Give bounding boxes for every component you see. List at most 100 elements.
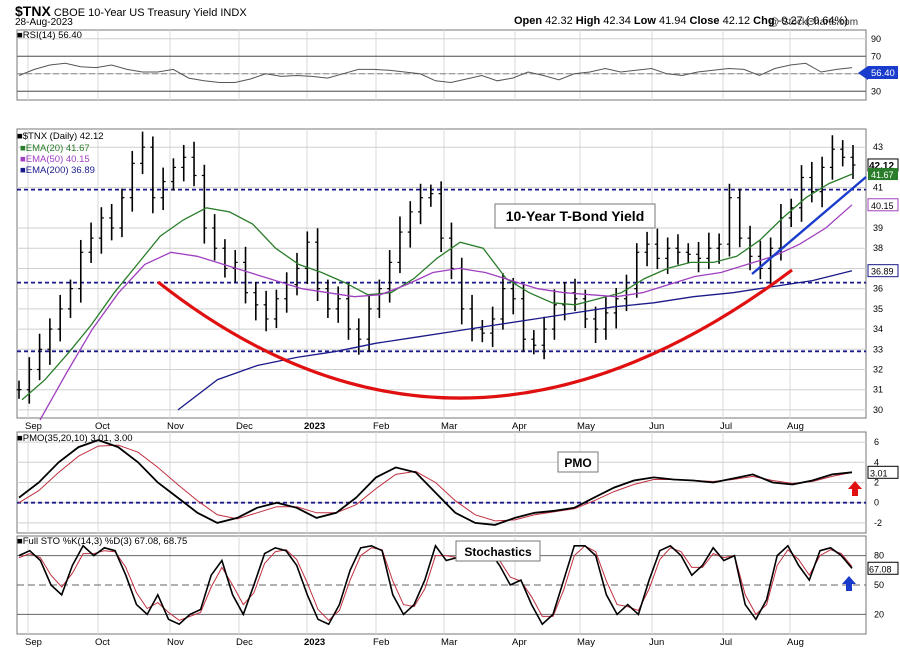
price-legend: ■$TNX (Daily) 42.12: [17, 131, 104, 142]
price-tick-9: 36: [873, 284, 883, 294]
open-value: 42.32: [545, 15, 573, 27]
sto-k-line: [18, 544, 853, 626]
sto-x-tick-5: Feb: [373, 637, 389, 648]
symbol: $TNX: [15, 3, 51, 19]
price-annotation-text: 10-Year T-Bond Yield: [506, 208, 645, 224]
pmo-up-arrow: [848, 481, 862, 496]
price-tick-14: 31: [873, 385, 883, 395]
price-x-tick-5: Feb: [373, 421, 389, 432]
sto-up-arrow: [842, 576, 856, 591]
sto-x-tick-8: May: [577, 637, 595, 648]
sto-d-line: [18, 545, 853, 621]
sto-x-tick-1: Oct: [95, 637, 110, 648]
chart-date: 28-Aug-2023: [15, 17, 73, 28]
pmo-signal-line: [18, 444, 853, 522]
sto-tick-3: 20: [874, 609, 884, 619]
price-tick-13: 32: [873, 364, 883, 374]
price-x-tick-6: Mar: [441, 421, 457, 432]
close-value-label: 42.12: [869, 161, 894, 172]
rising-trend-line: [751, 176, 867, 275]
price-tick-6: 38: [873, 243, 883, 253]
ema20-line: [21, 173, 853, 401]
close-label: Close: [689, 15, 720, 27]
rsi-value-label: 56.40: [871, 68, 895, 79]
rsi-tick-3: 30: [871, 86, 881, 96]
pmo-legend: ■PMO(35,20,10) 3.01, 3.00: [17, 433, 133, 444]
ema200-legend: ■EMA(200) 36.89: [20, 165, 95, 176]
pmo-annotation-text: PMO: [564, 456, 591, 470]
rsi-panel-frame: [16, 29, 867, 101]
price-panel-frame: [16, 128, 867, 419]
sto-tick-0: 80: [874, 551, 884, 561]
price-tick-3: 41: [873, 183, 883, 193]
price-annotation-box: [494, 203, 656, 229]
pmo-value-box: [867, 465, 899, 479]
rsi-value-box: [868, 66, 898, 79]
ema50-legend: ■EMA(50) 40.15: [20, 154, 90, 165]
pmo-tick-0: 6: [874, 437, 879, 447]
sto-tick-2: 50: [874, 580, 884, 590]
high-value: 42.34: [603, 15, 631, 27]
sto-x-tick-11: Aug: [787, 637, 804, 648]
ema200-value-label: 36.89: [871, 267, 894, 277]
price-x-tick-9: Jun: [649, 421, 664, 432]
chart-header-title: $TNX CBOE 10-Year US Treasury Yield INDX: [15, 3, 247, 19]
ema50-value-box: [867, 198, 899, 212]
exchange: INDX: [220, 7, 247, 19]
sto-annotation-text: Stochastics: [464, 545, 532, 559]
ema200-line: [177, 270, 853, 411]
price-x-tick-4: 2023: [304, 421, 325, 432]
ema20-value-label: 41.67: [871, 170, 894, 180]
sto-x-tick-9: Jun: [649, 637, 664, 648]
ema20-value-box: [868, 168, 898, 181]
pmo-tick-1: 4: [874, 457, 879, 467]
pmo-line: [18, 439, 853, 526]
price-x-tick-0: Sep: [25, 421, 42, 432]
ohlc-readout: Open 42.32 High 42.34 Low 41.94 Close 42…: [514, 15, 848, 27]
pmo-tick-4: 0: [874, 498, 879, 508]
price-x-tick-3: Dec: [236, 421, 253, 432]
low-value: 41.94: [658, 15, 687, 27]
sto-x-tick-3: Dec: [236, 637, 253, 648]
open-label: Open: [514, 15, 543, 27]
price-x-tick-1: Oct: [95, 421, 110, 432]
low-label: Low: [633, 15, 656, 27]
price-tick-15: 30: [873, 405, 883, 415]
price-tick-0: 43: [873, 142, 883, 152]
pmo-annotation-box: [557, 451, 599, 473]
price-x-tick-8: May: [577, 421, 595, 432]
watermark: @ StockCharts.com: [769, 17, 859, 28]
pmo-tick-3: 2: [874, 478, 879, 488]
price-x-tick-2: Nov: [167, 421, 184, 432]
sto-x-tick-10: Jul: [720, 637, 732, 648]
rsi-tick-0: 90: [871, 34, 881, 44]
ema50-value-label: 40.15: [871, 201, 894, 211]
sto-x-tick-7: Apr: [512, 637, 527, 648]
ema50-line: [39, 204, 853, 421]
price-x-tick-10: Jul: [720, 421, 732, 432]
rsi-legend: ■RSI(14) 56.40: [17, 30, 82, 41]
ema200-value-box: [867, 264, 899, 278]
price-x-tick-7: Apr: [512, 421, 527, 432]
price-tick-12: 33: [873, 344, 883, 354]
cup-arc: [157, 268, 793, 400]
price-x-tick-11: Aug: [787, 421, 804, 432]
rsi-tick-1: 70: [871, 51, 881, 61]
chg-value: -0.27 (-0.64%): [777, 15, 848, 27]
close-value: 42.12: [722, 15, 751, 27]
pmo-value-label: 3.01: [870, 468, 888, 478]
price-tick-10: 35: [873, 304, 883, 314]
sto-x-tick-0: Sep: [25, 637, 42, 648]
sto-annotation-box: [455, 540, 541, 562]
pmo-tick-5: -2: [874, 518, 882, 528]
sto-legend: ■Full STO %K(14,3) %D(3) 67.08, 68.75: [17, 536, 188, 547]
sto-x-tick-4: 2023: [304, 637, 325, 648]
price-tick-11: 34: [873, 324, 883, 334]
symbol-description: CBOE 10-Year US Treasury Yield: [53, 7, 218, 19]
sto-value-label: 67.08: [869, 564, 892, 574]
price-tick-5: 39: [873, 223, 883, 233]
chg-label: Chg: [753, 15, 775, 27]
sto-value-box: [867, 561, 899, 575]
ema20-legend: ■EMA(20) 41.67: [20, 143, 90, 154]
